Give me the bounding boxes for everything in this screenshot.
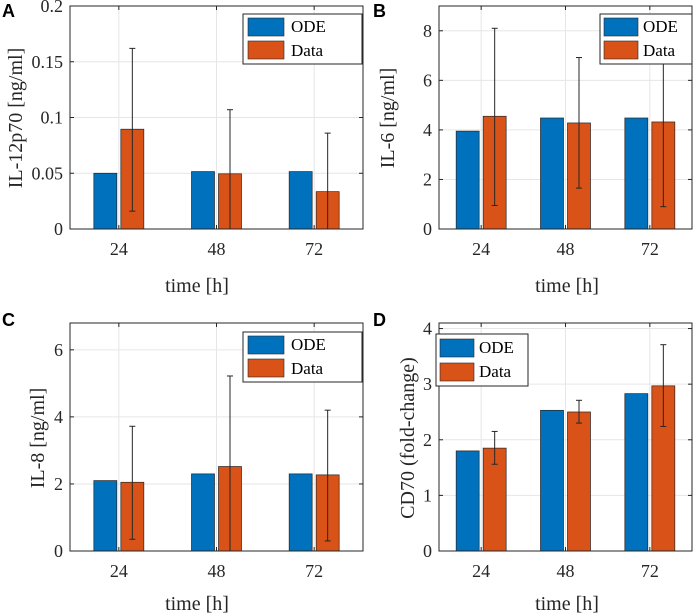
y-tick-label: 4 bbox=[423, 120, 432, 140]
legend-swatch-ode bbox=[439, 338, 475, 358]
legend-swatch-data bbox=[439, 362, 475, 382]
x-axis-label: time [h] bbox=[535, 593, 599, 613]
legend: ODE Data bbox=[242, 13, 363, 65]
y-tick-label: 0.1 bbox=[41, 108, 64, 128]
y-tick-label: 2 bbox=[54, 474, 63, 494]
y-tick-label: 6 bbox=[423, 70, 432, 90]
legend: ODE Data bbox=[242, 331, 363, 383]
bar-ode-24 bbox=[93, 172, 118, 230]
y-axis-label: IL-6 [ng/ml] bbox=[377, 68, 399, 169]
panel-letter: A bbox=[2, 1, 15, 21]
legend-label-data: Data bbox=[643, 41, 676, 60]
legend-swatch-data bbox=[247, 358, 285, 378]
x-axis-label: time [h] bbox=[165, 275, 229, 297]
bar-ode-72 bbox=[624, 393, 649, 552]
x-axis-label: time [h] bbox=[535, 275, 599, 297]
y-tick-label: 0.2 bbox=[41, 0, 64, 16]
y-tick-label: 0 bbox=[54, 541, 63, 561]
error-bar-48 bbox=[576, 399, 582, 424]
legend-swatch-ode bbox=[247, 335, 285, 355]
x-tick-label: 48 bbox=[557, 239, 575, 259]
panel-letter: C bbox=[2, 310, 15, 330]
y-axis-label: CD70 (fold-change) bbox=[397, 357, 419, 519]
y-axis-label: IL-8 [ng/ml] bbox=[27, 388, 49, 489]
y-axis-label: IL-12p70 [ng/ml] bbox=[5, 48, 27, 189]
bar-ode-24 bbox=[455, 450, 480, 552]
x-tick-label: 48 bbox=[557, 561, 575, 581]
y-tick-label: 2 bbox=[423, 169, 432, 189]
error-bar-72 bbox=[324, 409, 331, 542]
x-tick-label: 72 bbox=[641, 561, 659, 581]
y-tick-label: 1 bbox=[423, 485, 432, 505]
legend: ODE Data bbox=[599, 13, 693, 65]
y-tick-label: 3 bbox=[423, 374, 432, 394]
bar-ode-72 bbox=[288, 171, 313, 230]
error-bar-48 bbox=[576, 57, 582, 189]
legend: ODE Data bbox=[435, 333, 529, 387]
bar-ode-48 bbox=[540, 117, 564, 230]
legend-swatch-data bbox=[603, 40, 639, 60]
bar-ode-48 bbox=[191, 473, 215, 552]
bar-ode-48 bbox=[191, 171, 215, 230]
y-tick-label: 4 bbox=[423, 319, 432, 339]
y-tick-label: 0 bbox=[423, 541, 432, 561]
y-tick-label: 2 bbox=[423, 430, 432, 450]
legend-label-data: Data bbox=[291, 359, 324, 378]
legend-swatch-ode bbox=[603, 17, 639, 37]
x-tick-label: 72 bbox=[305, 239, 323, 259]
legend-label-data: Data bbox=[479, 362, 512, 381]
y-tick-label: 0 bbox=[423, 219, 432, 239]
x-tick-label: 72 bbox=[641, 239, 659, 259]
panel-a: A 0 0.05 0.1 0.15 0.2 24 48 72 time [h] IL-12p7… bbox=[2, 0, 364, 297]
error-bar-24 bbox=[491, 27, 498, 206]
bar-ode-72 bbox=[288, 473, 313, 552]
y-tick-label: 0.15 bbox=[32, 52, 64, 72]
bar-ode-48 bbox=[540, 409, 564, 552]
legend-label-ode: ODE bbox=[479, 338, 514, 357]
error-bar-24 bbox=[129, 425, 136, 540]
error-bar-24 bbox=[129, 47, 136, 212]
x-tick-label: 24 bbox=[110, 239, 128, 259]
x-tick-label: 48 bbox=[208, 561, 226, 581]
legend-label-ode: ODE bbox=[291, 17, 326, 36]
y-tick-label: 8 bbox=[423, 21, 432, 41]
y-tick-label: 0 bbox=[54, 219, 63, 239]
legend-label-ode: ODE bbox=[643, 17, 678, 36]
y-tick-label: 0.05 bbox=[32, 163, 64, 183]
legend-label-data: Data bbox=[291, 41, 324, 60]
x-tick-label: 24 bbox=[110, 561, 128, 581]
x-tick-label: 24 bbox=[472, 239, 490, 259]
panel-letter: B bbox=[373, 1, 386, 21]
x-axis-label: time [h] bbox=[165, 593, 229, 613]
x-tick-label: 72 bbox=[305, 561, 323, 581]
x-tick-label: 24 bbox=[472, 561, 490, 581]
x-tick-label: 48 bbox=[208, 239, 226, 259]
bar-ode-72 bbox=[624, 117, 649, 230]
legend-swatch-data bbox=[247, 40, 285, 60]
bar-ode-24 bbox=[455, 130, 480, 230]
legend-swatch-ode bbox=[247, 17, 285, 37]
error-bar-24 bbox=[491, 430, 498, 465]
y-tick-label: 4 bbox=[54, 407, 63, 427]
panel-d: D 0 1 2 3 4 24 48 72 time [h] CD70 (fold-change… bbox=[373, 310, 693, 613]
y-tick-label: 6 bbox=[54, 340, 63, 360]
legend-label-ode: ODE bbox=[291, 335, 326, 354]
bar-data-48 bbox=[567, 411, 591, 552]
bar-ode-24 bbox=[93, 480, 118, 552]
panel-letter: D bbox=[373, 310, 386, 330]
error-bar-72 bbox=[660, 344, 667, 427]
